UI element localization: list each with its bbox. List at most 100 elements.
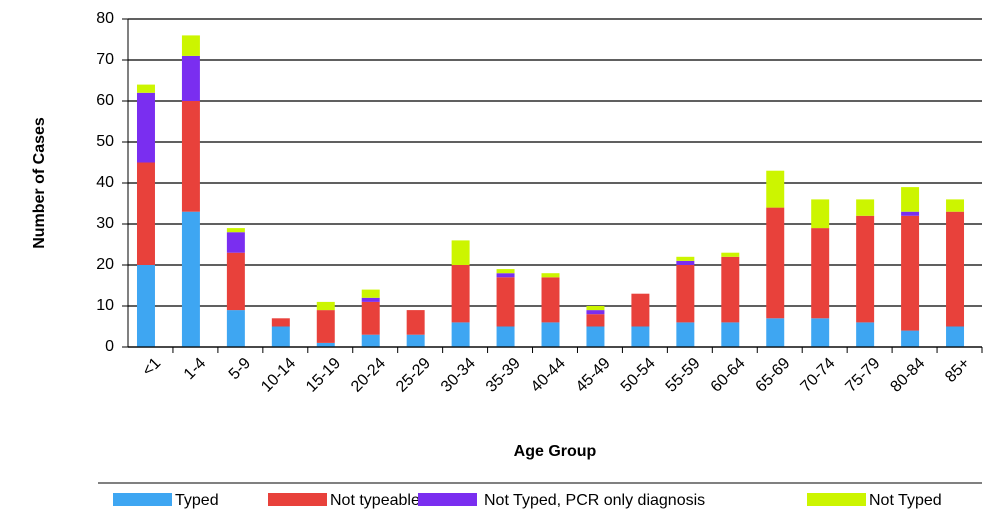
x-tick-label: 20-24 [348,355,389,396]
bar-segment [541,277,560,323]
legend-label: Typed [175,492,219,509]
x-tick-label: 55-59 [663,355,704,396]
x-tick-label: 1-4 [181,355,209,383]
bar-segment [631,293,650,327]
x-tick-label: 60-64 [708,355,749,396]
bar-segment [181,55,200,101]
x-tick-label: 5-9 [226,355,254,383]
bar-segment [541,273,560,278]
bar-segment [316,301,335,311]
x-tick-label: 75-79 [842,355,883,396]
bar-segment [721,322,740,347]
x-tick-label: 35-39 [483,355,524,396]
bar-segment [901,330,920,347]
bar-segment [361,297,380,302]
bar-segment [361,289,380,298]
x-tick-label: 65-69 [753,355,794,396]
bar-segment [766,207,785,319]
x-tick-label: 45-49 [573,355,614,396]
x-tick-label: 15-19 [303,355,344,396]
bar-segment [721,256,740,323]
y-tick-label: 0 [105,338,114,355]
x-tick-label: 30-34 [438,355,479,396]
x-tick-label: 70-74 [798,355,839,396]
legend-swatch [418,493,477,506]
x-tick-label: 85+ [942,355,973,386]
bar-segment [136,84,155,93]
x-tick-label: 80-84 [887,355,928,396]
y-tick-label: 30 [96,215,114,232]
bar-segment [586,326,605,347]
y-tick-label: 70 [96,51,114,68]
bar-segment [631,326,650,347]
bar-segment [856,322,875,347]
bar-segment [856,215,875,323]
x-tick-label: 50-54 [618,355,659,396]
bar-segment [811,318,830,347]
bar-segment [946,199,965,212]
bar-segment [901,215,920,331]
bar-segment [226,232,245,253]
bar-segment [676,265,695,323]
bar-segment [496,326,515,347]
legend-label: Not Typed [869,492,942,509]
bar-segment [136,265,155,347]
y-tick-label: 10 [96,297,114,314]
bar-segment [406,310,425,335]
bar-segment [811,199,830,229]
x-tick-label: 40-44 [528,355,569,396]
bar-segment [901,211,920,216]
bar-segment [136,162,155,265]
y-axis-title: Number of Cases [31,117,48,249]
bar-segment [766,318,785,347]
bar-segment [676,322,695,347]
x-tick-label: <1 [139,355,164,380]
bar-segment [181,35,200,56]
bar-segment [406,334,425,347]
bar-segment [361,334,380,347]
bar-segment [901,187,920,212]
bar-segment [136,92,155,163]
y-tick-label: 80 [96,10,114,27]
bar-segment [541,322,560,347]
y-tick-label: 50 [96,133,114,150]
bar-segment [676,260,695,265]
bar-segment [856,199,875,216]
bar-segment [181,101,200,212]
bar-segment [451,265,470,323]
bar-segment [451,240,470,265]
y-tick-label: 40 [96,174,114,191]
x-axis-title: Age Group [514,443,597,460]
bar-segment [721,252,740,257]
bar-segment [316,342,335,347]
bar-segment [226,228,245,233]
bar-segment [586,314,605,327]
bar-segment [496,273,515,278]
bar-segment [811,228,830,319]
legend-label: Not typeable [330,492,420,509]
bar-segment [451,322,470,347]
bar-segment [766,170,785,208]
bar-segment [586,310,605,315]
bar-segment [676,256,695,261]
legend-swatch [807,493,866,506]
y-tick-label: 60 [96,92,114,109]
bar-segment [271,318,290,327]
bar-segment [946,211,965,327]
bar-segment [226,252,245,311]
bar-segment [271,326,290,347]
bar-segment [496,277,515,327]
y-tick-label: 20 [96,256,114,273]
x-tick-label: 25-29 [393,355,434,396]
bar-segment [181,211,200,347]
x-tick-label: 10-14 [258,355,299,396]
legend-label: Not Typed, PCR only diagnosis [484,492,705,509]
bar-segment [316,310,335,343]
legend-swatch [113,493,172,506]
bar-segment [226,310,245,347]
bar-segment [361,301,380,335]
legend-swatch [268,493,327,506]
bar-segment [586,306,605,311]
bar-segment [946,326,965,347]
